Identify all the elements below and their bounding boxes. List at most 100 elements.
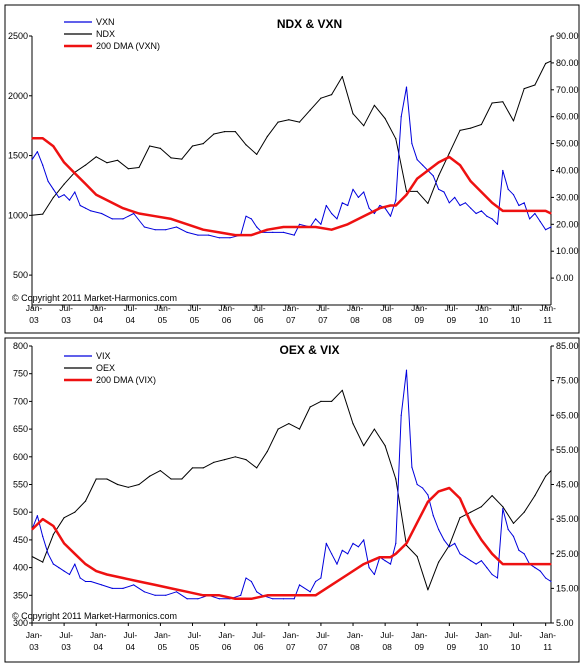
chart-title: NDX & VXN bbox=[277, 17, 342, 31]
left-axis-tick-label: 1000 bbox=[8, 210, 28, 220]
x-axis-tick-line: 04 bbox=[93, 642, 103, 652]
series-point bbox=[111, 218, 113, 220]
series-point bbox=[36, 515, 39, 517]
series-point bbox=[42, 518, 44, 520]
series-point bbox=[384, 117, 386, 120]
left-axis-tick-label: 500 bbox=[13, 507, 28, 517]
left-axis-tick-label: 1500 bbox=[8, 151, 28, 161]
x-axis-tick-line: 06 bbox=[254, 642, 264, 652]
series-point bbox=[272, 231, 274, 233]
series-point bbox=[282, 226, 285, 228]
x-axis-tick-line: Jul- bbox=[123, 630, 137, 640]
series-point bbox=[197, 234, 199, 236]
series-point bbox=[309, 591, 311, 593]
series-point bbox=[84, 580, 87, 583]
series-point bbox=[256, 591, 258, 593]
series-point bbox=[368, 567, 370, 569]
x-axis-tick-label: Jul- 05 bbox=[188, 630, 202, 652]
series-point bbox=[298, 594, 301, 596]
series-point bbox=[256, 153, 258, 155]
x-axis-tick-label: Jul- 03 bbox=[59, 630, 73, 652]
left-axis-tick-label: 2000 bbox=[8, 91, 28, 101]
chart-frame bbox=[4, 4, 580, 334]
x-axis-tick-label: Jan- 06 bbox=[218, 630, 235, 652]
x-axis-tick-line: Jan- bbox=[218, 303, 235, 313]
series-point bbox=[422, 164, 424, 166]
series-point bbox=[331, 400, 333, 402]
x-axis-tick-line: 06 bbox=[254, 315, 264, 325]
series-point bbox=[389, 563, 392, 565]
series-point bbox=[491, 553, 493, 555]
series-point bbox=[518, 549, 520, 551]
series-point bbox=[438, 561, 440, 563]
series-point bbox=[202, 143, 204, 145]
x-axis-tick-label: Jul- 04 bbox=[123, 303, 137, 325]
series-point bbox=[459, 497, 461, 499]
series-point bbox=[427, 589, 429, 591]
series-point bbox=[68, 573, 71, 576]
series-point bbox=[427, 501, 429, 503]
series-point bbox=[459, 553, 461, 555]
series-point bbox=[170, 157, 172, 159]
right-axis-tick-label: 50.00 bbox=[556, 139, 579, 149]
series-point bbox=[84, 500, 87, 502]
series-point bbox=[384, 560, 386, 562]
series-point bbox=[52, 196, 55, 198]
series-point bbox=[106, 199, 108, 201]
chart-legend: VXN NDX 200 DMA (VXN) bbox=[64, 17, 160, 51]
series-point bbox=[512, 120, 515, 122]
series-point bbox=[63, 517, 65, 519]
series-point bbox=[154, 594, 156, 596]
x-axis-tick-line: Jul- bbox=[444, 303, 458, 313]
series-point bbox=[379, 204, 381, 207]
series-point bbox=[395, 553, 397, 555]
series-point bbox=[106, 573, 108, 576]
series-point bbox=[234, 456, 236, 458]
series-point bbox=[534, 495, 536, 497]
series-point bbox=[52, 525, 55, 527]
series-point bbox=[459, 204, 461, 207]
series-point bbox=[491, 202, 493, 204]
right-axis-tick-label: 85.00 bbox=[556, 341, 579, 351]
x-axis-tick-line: Jan- bbox=[539, 303, 556, 313]
series-point bbox=[448, 487, 450, 489]
series-point bbox=[117, 483, 119, 486]
series-point bbox=[31, 159, 33, 161]
left-axis-tick-label: 750 bbox=[13, 369, 28, 379]
series-point bbox=[475, 212, 477, 215]
series-point bbox=[416, 159, 418, 161]
series-point bbox=[52, 563, 55, 565]
series-point bbox=[502, 563, 504, 565]
series-point bbox=[52, 145, 55, 147]
series-point bbox=[159, 147, 161, 149]
series-point bbox=[159, 470, 161, 472]
series-point bbox=[336, 563, 338, 565]
series-point bbox=[122, 218, 124, 220]
x-axis-tick-line: 03 bbox=[61, 315, 71, 325]
series-point bbox=[245, 577, 247, 579]
series-point bbox=[486, 215, 488, 217]
x-axis-tick-label: Jul- 06 bbox=[252, 630, 266, 652]
series-point bbox=[245, 144, 247, 146]
x-axis-tick-line: 04 bbox=[93, 315, 103, 325]
series-point bbox=[331, 553, 333, 555]
series-point bbox=[218, 237, 220, 239]
x-axis-tick-line: Jan- bbox=[347, 630, 364, 640]
series-point bbox=[266, 594, 268, 596]
right-axis-tick-label: 30.00 bbox=[556, 192, 579, 202]
series-point bbox=[491, 495, 493, 497]
series-point bbox=[298, 428, 301, 430]
series-point bbox=[186, 598, 188, 600]
series-point bbox=[42, 164, 44, 166]
x-axis-tick-label: Jan- 05 bbox=[154, 630, 171, 652]
series-point bbox=[373, 212, 375, 215]
series-point bbox=[84, 207, 87, 209]
x-axis-tick-label: Jul- 05 bbox=[188, 303, 202, 325]
series-point bbox=[507, 528, 509, 531]
series-point bbox=[95, 194, 97, 196]
series-point bbox=[31, 137, 33, 139]
right-axis-tick-label: 25.00 bbox=[556, 549, 579, 559]
right-axis-tick-label: 70.00 bbox=[556, 85, 579, 95]
x-axis-tick-label: Jul- 09 bbox=[444, 630, 458, 652]
